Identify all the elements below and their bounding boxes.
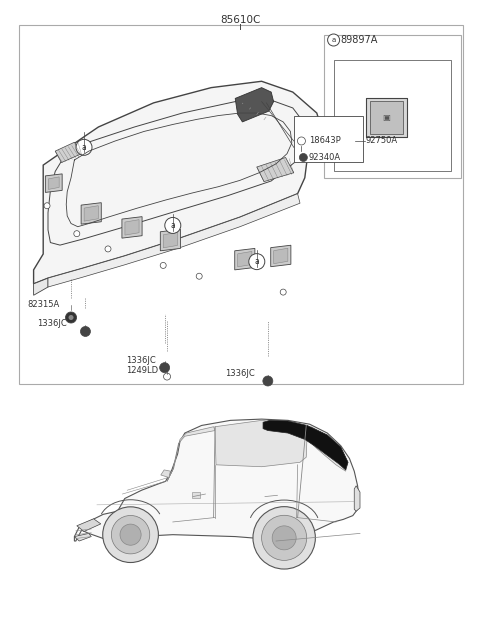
Polygon shape: [354, 486, 360, 511]
Text: a: a: [332, 37, 336, 43]
Polygon shape: [167, 427, 215, 481]
Polygon shape: [48, 194, 300, 287]
Circle shape: [66, 312, 76, 323]
Polygon shape: [45, 174, 62, 192]
Polygon shape: [34, 278, 48, 295]
Polygon shape: [263, 420, 348, 470]
Text: 1336JC: 1336JC: [126, 356, 156, 364]
Text: 82315A: 82315A: [28, 300, 60, 309]
Polygon shape: [48, 177, 59, 189]
Circle shape: [103, 507, 158, 563]
Circle shape: [298, 137, 305, 145]
Circle shape: [81, 326, 90, 337]
Text: a: a: [254, 257, 259, 266]
Text: 1249LD: 1249LD: [126, 366, 158, 375]
Text: 92750A: 92750A: [366, 137, 398, 145]
Polygon shape: [122, 217, 142, 238]
Circle shape: [105, 246, 111, 252]
Circle shape: [164, 373, 170, 380]
Polygon shape: [74, 419, 359, 541]
Text: a: a: [170, 221, 175, 230]
Polygon shape: [74, 533, 91, 541]
Circle shape: [262, 515, 307, 561]
Polygon shape: [160, 229, 180, 251]
Bar: [334, 60, 451, 171]
Polygon shape: [235, 248, 255, 270]
Circle shape: [120, 524, 141, 545]
Circle shape: [111, 516, 150, 554]
Text: 1336JC: 1336JC: [37, 319, 67, 328]
Bar: [366, 98, 407, 137]
Bar: [324, 35, 461, 178]
Circle shape: [253, 507, 315, 569]
Text: ▣: ▣: [383, 113, 390, 122]
Polygon shape: [238, 251, 252, 267]
Text: a: a: [82, 143, 86, 152]
Polygon shape: [307, 427, 348, 471]
Polygon shape: [274, 248, 288, 264]
Circle shape: [160, 363, 169, 373]
Polygon shape: [81, 203, 101, 224]
Circle shape: [272, 526, 296, 550]
Circle shape: [263, 376, 273, 386]
Bar: [294, 116, 363, 162]
Circle shape: [165, 217, 181, 234]
Text: 1336JC: 1336JC: [225, 369, 254, 378]
Circle shape: [44, 203, 50, 209]
Text: 18643P: 18643P: [309, 137, 340, 145]
Text: 92340A: 92340A: [309, 153, 341, 162]
Bar: [192, 493, 200, 498]
Text: 85610C: 85610C: [220, 15, 260, 25]
Circle shape: [76, 139, 92, 156]
Polygon shape: [77, 519, 101, 531]
Polygon shape: [34, 81, 322, 284]
Polygon shape: [161, 470, 170, 478]
Circle shape: [74, 231, 80, 237]
Circle shape: [327, 34, 339, 46]
Circle shape: [160, 262, 166, 269]
Polygon shape: [271, 245, 291, 267]
Circle shape: [280, 289, 286, 295]
Polygon shape: [55, 142, 82, 163]
Polygon shape: [215, 420, 307, 467]
Bar: [19, 25, 463, 384]
Polygon shape: [125, 220, 139, 235]
Bar: [370, 102, 403, 133]
Circle shape: [196, 273, 202, 279]
Polygon shape: [235, 88, 274, 122]
Polygon shape: [257, 157, 294, 182]
Circle shape: [300, 154, 307, 161]
Polygon shape: [163, 232, 178, 248]
Text: 89897A: 89897A: [341, 35, 378, 45]
Circle shape: [69, 315, 73, 320]
Polygon shape: [84, 206, 98, 221]
Circle shape: [249, 253, 265, 270]
